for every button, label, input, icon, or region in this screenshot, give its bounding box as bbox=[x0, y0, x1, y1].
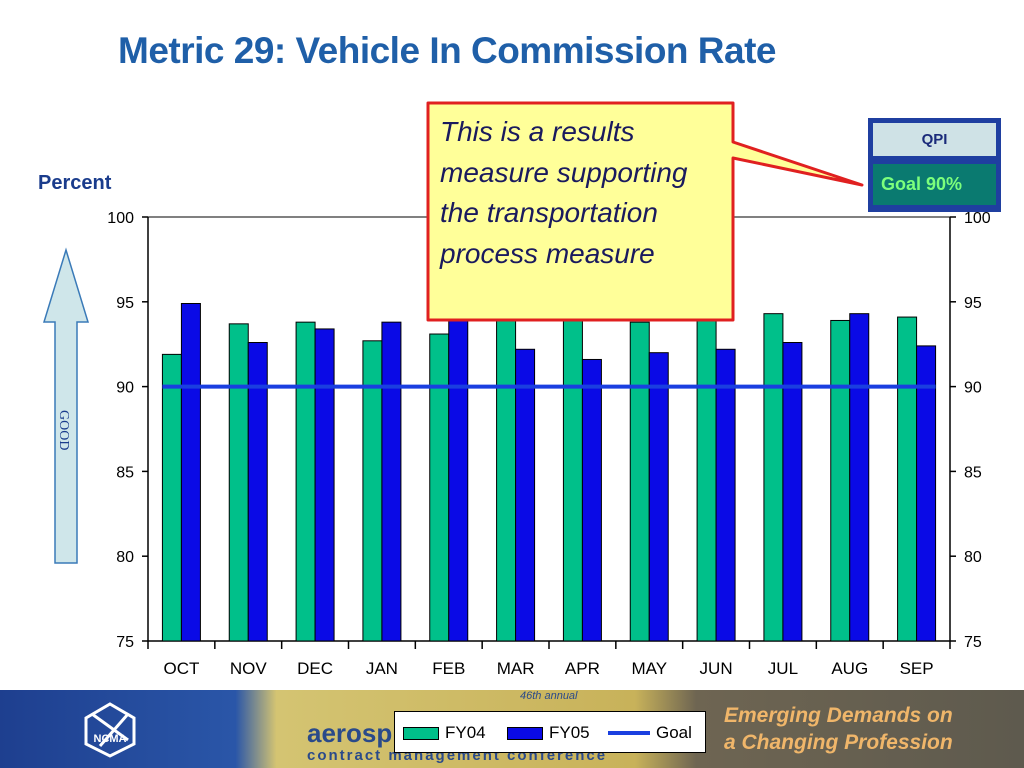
logo-text: NCMA bbox=[94, 733, 127, 745]
legend-label-fy04: FY04 bbox=[445, 723, 486, 742]
y-tick-label-left: 90 bbox=[116, 380, 134, 397]
bar-fy05-may bbox=[648, 352, 669, 642]
bar-fy05-dec bbox=[314, 328, 335, 642]
x-tick-label: DEC bbox=[297, 659, 333, 678]
x-tick-label: FEB bbox=[432, 659, 465, 678]
bar-fy05-aug bbox=[849, 313, 870, 642]
goal-label: Goal 90% bbox=[873, 164, 996, 205]
annual-label: 46th annual bbox=[520, 690, 578, 702]
y-tick-label-left: 75 bbox=[116, 634, 134, 651]
legend-swatch-fy04 bbox=[403, 726, 439, 740]
bar-fy05-nov bbox=[247, 342, 268, 642]
legend-item-fy05: FY05 bbox=[507, 723, 590, 743]
bar-fy05-mar bbox=[515, 348, 536, 642]
bar-fy05-jan bbox=[381, 321, 402, 642]
callout-text: This is a results measure supporting the… bbox=[440, 116, 688, 269]
x-tick-label: JAN bbox=[366, 659, 398, 678]
y-tick-label-left: 100 bbox=[107, 210, 134, 227]
x-tick-label: SEP bbox=[900, 659, 934, 678]
good-label: GOOD bbox=[56, 410, 71, 450]
legend-item-goal: Goal bbox=[608, 723, 692, 743]
conference-name: aerosp bbox=[307, 718, 393, 748]
tagline-line1: Emerging Demands on bbox=[724, 704, 953, 727]
page-title: Metric 29: Vehicle In Commission Rate bbox=[118, 30, 777, 71]
y-tick-label-left: 80 bbox=[116, 549, 134, 566]
legend-item-fy04: FY04 bbox=[403, 723, 486, 743]
y-tick-label-right: 90 bbox=[964, 380, 982, 397]
y-tick-label-right: 95 bbox=[964, 295, 982, 312]
y-tick-label-right: 100 bbox=[964, 210, 991, 227]
y-tick-label-right: 85 bbox=[964, 464, 982, 481]
good-arrow-icon: GOOD bbox=[42, 247, 90, 564]
bar-fy05-jul bbox=[782, 342, 803, 642]
chart-legend: FY04 FY05 Goal bbox=[394, 711, 706, 753]
x-tick-label: APR bbox=[565, 659, 600, 678]
bar-fy05-sep bbox=[916, 345, 937, 642]
legend-line-goal bbox=[608, 731, 650, 735]
y-axis-label: Percent bbox=[38, 172, 112, 194]
y-tick-label-right: 75 bbox=[964, 634, 982, 651]
x-tick-label: NOV bbox=[230, 659, 268, 678]
qpi-box: QPI Goal 90% bbox=[868, 118, 1001, 212]
ncma-logo-icon: NCMA bbox=[84, 702, 136, 758]
y-tick-label-left: 85 bbox=[116, 464, 134, 481]
x-tick-label: JUL bbox=[768, 659, 798, 678]
x-tick-label: JUN bbox=[700, 659, 733, 678]
x-tick-label: AUG bbox=[831, 659, 868, 678]
qpi-label: QPI bbox=[873, 123, 996, 156]
x-tick-label: MAR bbox=[497, 659, 535, 678]
bar-fy05-jun bbox=[715, 348, 736, 642]
legend-swatch-fy05 bbox=[507, 726, 543, 740]
y-tick-label-right: 80 bbox=[964, 549, 982, 566]
legend-label-goal: Goal bbox=[656, 723, 692, 742]
tagline-line2: a Changing Profession bbox=[724, 731, 953, 754]
x-tick-label: MAY bbox=[631, 659, 667, 678]
bar-fy05-apr bbox=[581, 358, 602, 642]
y-tick-label-left: 95 bbox=[116, 295, 134, 312]
legend-label-fy05: FY05 bbox=[549, 723, 590, 742]
x-tick-label: OCT bbox=[163, 659, 199, 678]
